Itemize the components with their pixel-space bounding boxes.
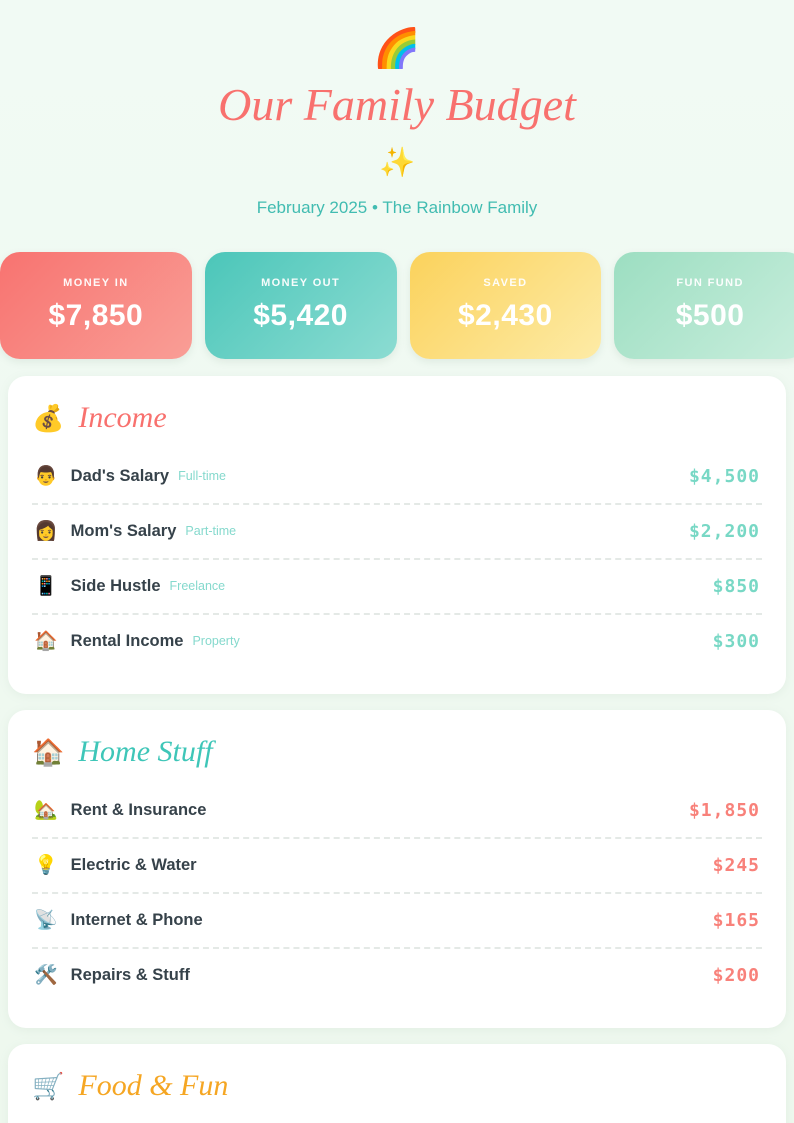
mobile-phone-icon: 📱 xyxy=(34,575,58,597)
section-home-stuff: 🏠 Home Stuff 🏡 Rent & Insurance $1,850 💡… xyxy=(8,709,786,1028)
row-name: Repairs & Stuff xyxy=(70,965,190,984)
section-heading: 🏠 Home Stuff xyxy=(32,734,762,770)
row-name: Electric & Water xyxy=(70,855,197,874)
budget-row-repairs-stuff: 🛠️ Repairs & Stuff $200 xyxy=(32,949,762,1002)
budget-row-dads-salary: 👨 Dad's Salary Full-time $4,500 xyxy=(32,450,762,505)
hammer-wrench-icon: 🛠️ xyxy=(34,964,58,986)
shopping-cart-icon: 🛒 xyxy=(32,1070,65,1101)
row-name: Internet & Phone xyxy=(70,910,203,929)
row-tag: Property xyxy=(192,634,240,649)
row-name: Side Hustle xyxy=(70,576,161,595)
row-list: 🍎 Groceries $650 xyxy=(32,1118,762,1123)
row-list: 🏡 Rent & Insurance $1,850 💡 Electric & W… xyxy=(32,784,762,1002)
budget-row-moms-salary: 👩 Mom's Salary Part-time $2,200 xyxy=(32,505,762,560)
stat-label: MONEY OUT xyxy=(261,277,341,290)
stat-value: $2,430 xyxy=(457,299,553,333)
budget-row-rental-income: 🏠 Rental Income Property $300 xyxy=(32,615,762,668)
section-heading: 🛒 Food & Fun xyxy=(32,1068,762,1104)
stat-card-fun-fund: FUN FUND $500 xyxy=(614,251,794,359)
row-amount: $300 xyxy=(712,630,760,652)
budget-row-groceries: 🍎 Groceries $650 xyxy=(32,1118,762,1123)
stat-value: $500 xyxy=(675,299,745,333)
stat-label: MONEY IN xyxy=(63,277,129,290)
row-name: Mom's Salary xyxy=(70,521,177,540)
budget-row-internet-phone: 📡 Internet & Phone $165 xyxy=(32,894,762,949)
budget-row-rent-insurance: 🏡 Rent & Insurance $1,850 xyxy=(32,784,762,839)
row-amount: $200 xyxy=(712,964,760,986)
stat-card-money-out: MONEY OUT $5,420 xyxy=(204,251,397,359)
section-income: 💰 Income 👨 Dad's Salary Full-time $4,500… xyxy=(8,375,786,694)
budget-row-electric-water: 💡 Electric & Water $245 xyxy=(32,839,762,894)
woman-icon: 👩 xyxy=(34,520,58,542)
row-list: 👨 Dad's Salary Full-time $4,500 👩 Mom's … xyxy=(32,450,762,668)
section-title: Home Stuff xyxy=(78,734,213,768)
light-bulb-icon: 💡 xyxy=(34,854,58,876)
stat-card-saved: SAVED $2,430 xyxy=(409,251,602,359)
section-title: Income xyxy=(78,400,167,434)
stat-value: $5,420 xyxy=(253,299,348,333)
house-garden-icon: 🏡 xyxy=(34,799,58,821)
row-amount: $850 xyxy=(712,575,760,597)
page-header: 🌈 Our Family Budget ✨ February 2025 • Th… xyxy=(0,0,794,218)
row-amount: $2,200 xyxy=(688,520,760,542)
row-tag: Full-time xyxy=(178,469,226,484)
stat-label: SAVED xyxy=(483,277,528,290)
row-name: Rental Income xyxy=(70,631,184,650)
page-subtitle: February 2025 • The Rainbow Family xyxy=(256,197,538,217)
sparkles-icon: ✨ xyxy=(378,146,416,179)
section-title: Food & Fun xyxy=(78,1068,229,1102)
house-icon: 🏠 xyxy=(32,736,65,767)
satellite-antenna-icon: 📡 xyxy=(34,909,58,931)
house-icon: 🏠 xyxy=(34,630,58,652)
budget-row-side-hustle: 📱 Side Hustle Freelance $850 xyxy=(32,560,762,615)
row-amount: $245 xyxy=(712,854,760,876)
rainbow-icon: 🌈 xyxy=(373,28,421,70)
section-food-fun: 🛒 Food & Fun 🍎 Groceries $650 xyxy=(8,1043,786,1123)
stats-grid: MONEY IN $7,850 MONEY OUT $5,420 SAVED $… xyxy=(0,251,794,359)
man-icon: 👨 xyxy=(34,465,58,487)
stat-label: FUN FUND xyxy=(676,277,744,290)
page-title: Our Family Budget xyxy=(218,79,576,130)
row-tag: Part-time xyxy=(185,524,237,539)
row-tag: Freelance xyxy=(169,579,226,594)
row-amount: $4,500 xyxy=(688,465,760,487)
row-name: Rent & Insurance xyxy=(70,800,207,819)
stat-card-money-in: MONEY IN $7,850 xyxy=(0,251,192,359)
row-amount: $1,850 xyxy=(688,799,760,821)
stat-value: $7,850 xyxy=(48,299,144,333)
money-bag-icon: 💰 xyxy=(32,402,65,433)
section-heading: 💰 Income xyxy=(32,400,762,436)
row-amount: $165 xyxy=(712,909,760,931)
row-name: Dad's Salary xyxy=(70,466,170,485)
